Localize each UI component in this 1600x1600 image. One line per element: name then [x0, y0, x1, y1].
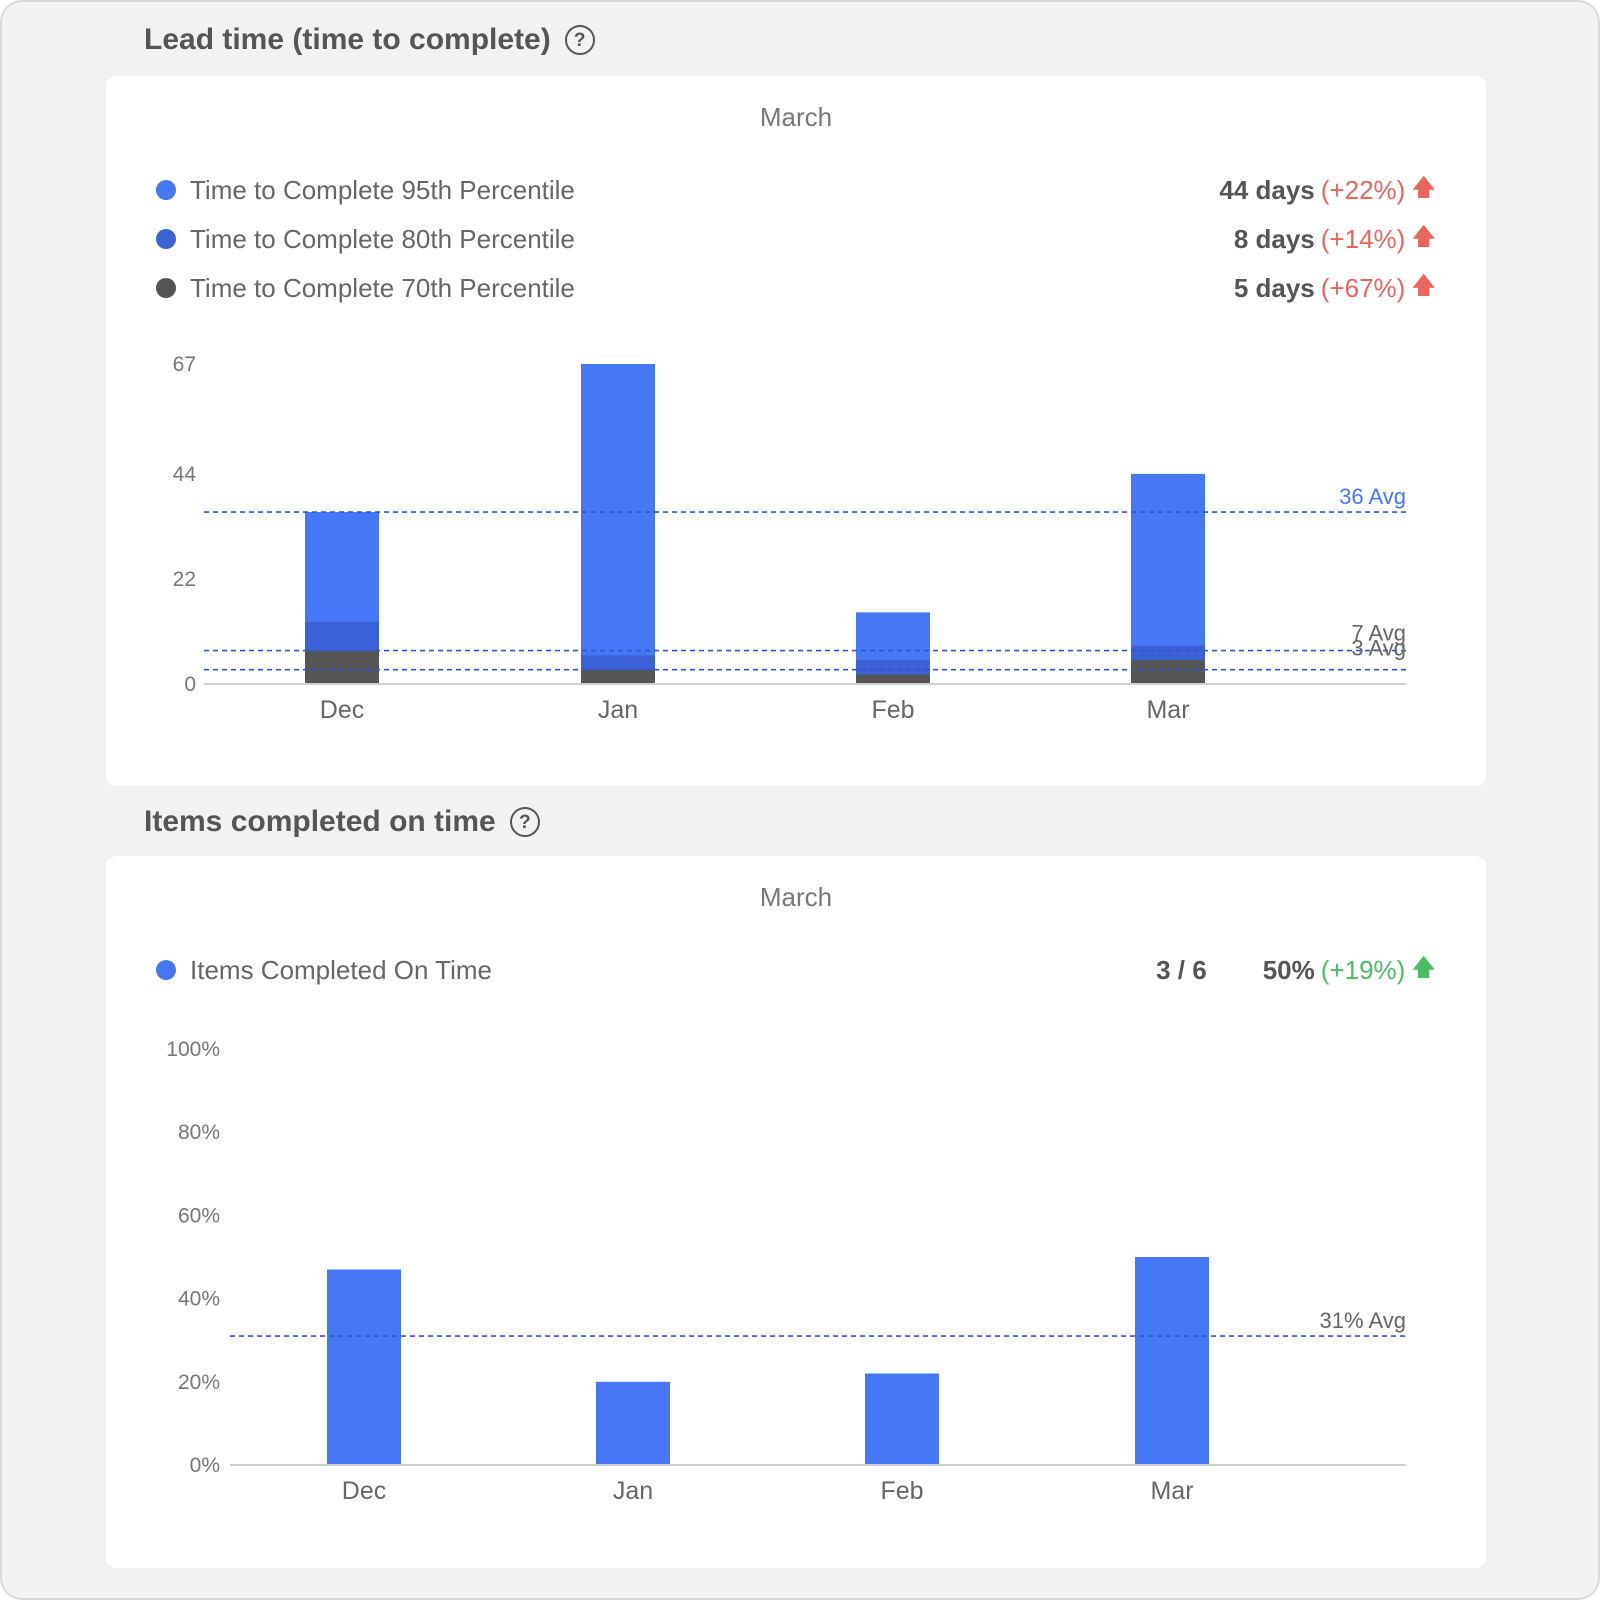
arrow-up-icon: 🡅 [1411, 222, 1436, 250]
x-tick-label: Mar [1150, 1477, 1193, 1505]
avg-label: 36 Avg [1339, 484, 1406, 509]
y-tick-label: 80% [178, 1121, 220, 1144]
legend-dot [156, 180, 176, 200]
legend-dot [156, 960, 176, 980]
legend-dot [156, 278, 176, 298]
legend-label: Time to Complete 95th Percentile [190, 174, 575, 205]
on-time-heading: Items completed on time ? [144, 802, 540, 842]
y-tick-label: 40% [178, 1288, 220, 1311]
y-tick-label: 0% [190, 1454, 220, 1477]
legend-label: Time to Complete 80th Percentile [190, 223, 575, 254]
metric-value: 8 days [1233, 223, 1315, 254]
legend-dot [156, 229, 176, 249]
bar-jan-s2 [581, 669, 655, 684]
legend-metric: 3 / 6 50% (+19%) 🡅 [1156, 950, 1436, 991]
x-tick-label: Feb [871, 696, 914, 724]
legend-row-p70: Time to Complete 70th Percentile 5 days … [156, 270, 1436, 306]
avg-label: 31% Avg [1320, 1308, 1406, 1333]
bar-jan-s0 [581, 364, 655, 684]
x-tick-label: Jan [613, 1477, 653, 1505]
legend-label: Time to Complete 70th Percentile [190, 272, 575, 303]
question-circle-icon[interactable]: ? [509, 807, 540, 837]
x-tick-label: Dec [320, 696, 364, 724]
on-time-period: March [759, 882, 833, 912]
legend-row-p80: Time to Complete 80th Percentile 8 days … [156, 221, 1436, 257]
lead-time-title: Lead time (time to complete) [144, 23, 551, 56]
x-tick-label: Feb [880, 1477, 923, 1505]
on-time-title: Items completed on time [144, 805, 496, 838]
legend-row-p95: Time to Complete 95th Percentile 44 days… [156, 172, 1436, 208]
legend-metric: 5 days (+67%) 🡅 [1234, 268, 1436, 309]
x-tick-label: Mar [1146, 696, 1189, 724]
y-tick-label: 22 [173, 568, 196, 591]
x-tick-label: Jan [598, 696, 638, 724]
question-circle-icon[interactable]: ? [564, 25, 595, 55]
arrow-up-icon: 🡅 [1411, 953, 1436, 981]
y-tick-label: 100% [166, 1038, 220, 1061]
legend-row-on-time: Items Completed On Time 3 / 6 50% (+19%)… [156, 952, 1436, 988]
bar-feb-s2 [856, 674, 930, 684]
y-tick-label: 0 [184, 673, 196, 696]
on-time-chart: 0% 20% 40% 60% 80% 100% Dec Jan Feb Mar 31% Avg [166, 1038, 1406, 1505]
y-tick-label: 67 [173, 353, 196, 376]
avg-label: 7 Avg [1351, 621, 1406, 646]
y-tick-label: 60% [178, 1204, 220, 1227]
metric-value: 44 days [1219, 174, 1315, 205]
lead-time-heading: Lead time (time to complete) ? [144, 20, 595, 60]
y-tick-label: 44 [173, 463, 197, 486]
bar-dec-s2 [305, 650, 379, 684]
metric-ratio: 3 / 6 [1156, 954, 1207, 985]
legend-metric: 8 days (+14%) 🡅 [1234, 219, 1436, 260]
x-tick-label: Dec [342, 1477, 386, 1505]
legend-label: Items Completed On Time [190, 954, 492, 985]
metric-delta: (+14%) [1320, 223, 1406, 254]
y-tick-label: 20% [178, 1371, 220, 1394]
bar-jan-s0 [596, 1381, 670, 1465]
avg-label: 3 Avg [1351, 636, 1406, 661]
metric-delta: (+19%) [1320, 954, 1406, 985]
legend-metric: 44 days (+22%) 🡅 [1219, 170, 1436, 211]
metric-value: 5 days [1233, 272, 1315, 303]
lead-time-period: March [759, 102, 833, 132]
on-time-card: March Items Completed On Time 3 / 6 50% … [106, 856, 1486, 1568]
metric-value: 50% [1262, 954, 1315, 985]
arrow-up-icon: 🡅 [1411, 173, 1436, 201]
bar-mar-s2 [1131, 660, 1205, 684]
arrow-up-icon: 🡅 [1411, 271, 1436, 299]
lead-time-card: March Time to Complete 95th Percentile 4… [106, 76, 1486, 786]
metric-delta: (+22%) [1320, 174, 1406, 205]
bar-feb-s0 [865, 1373, 939, 1465]
metric-delta: (+67%) [1320, 272, 1406, 303]
bar-dec-s0 [327, 1269, 401, 1465]
bar-mar-s0 [1135, 1257, 1209, 1465]
